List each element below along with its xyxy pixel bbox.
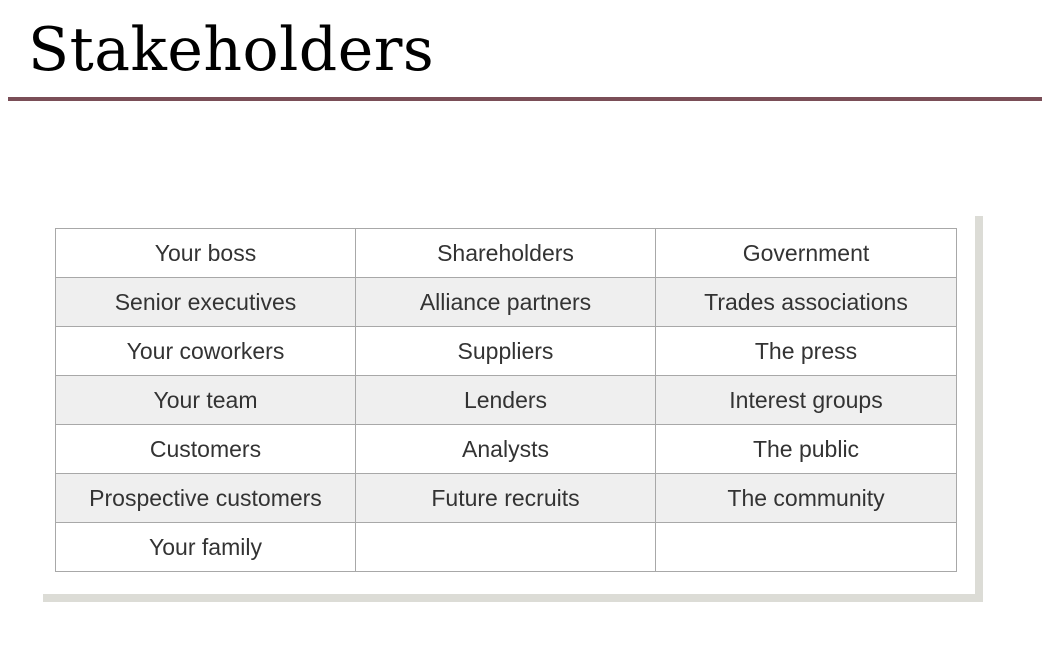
table-cell: Alliance partners bbox=[355, 277, 656, 327]
table-row: Senior executives Alliance partners Trad… bbox=[55, 277, 957, 327]
table-cell: Your boss bbox=[55, 228, 356, 278]
table-cell-empty bbox=[655, 522, 957, 572]
table-row: Your team Lenders Interest groups bbox=[55, 375, 957, 425]
table-shadow-right bbox=[975, 216, 983, 602]
table-row: Customers Analysts The public bbox=[55, 424, 957, 474]
table-cell: Suppliers bbox=[355, 326, 656, 376]
table-cell: Government bbox=[655, 228, 957, 278]
table-cell: Analysts bbox=[355, 424, 656, 474]
table-cell: Lenders bbox=[355, 375, 656, 425]
table-cell: Customers bbox=[55, 424, 356, 474]
table-cell: The public bbox=[655, 424, 957, 474]
table-cell: Senior executives bbox=[55, 277, 356, 327]
table-cell-empty bbox=[355, 522, 656, 572]
table-cell: Your family bbox=[55, 522, 356, 572]
table-cell: Future recruits bbox=[355, 473, 656, 523]
table-row: Your boss Shareholders Government bbox=[55, 228, 957, 278]
table-cell: Shareholders bbox=[355, 228, 656, 278]
table-row: Prospective customers Future recruits Th… bbox=[55, 473, 957, 523]
stakeholders-table: Your boss Shareholders Government Senior… bbox=[55, 228, 957, 572]
table-row: Your family bbox=[55, 522, 957, 572]
slide-title: Stakeholders bbox=[28, 15, 435, 85]
table-cell: Your coworkers bbox=[55, 326, 356, 376]
table-cell: Interest groups bbox=[655, 375, 957, 425]
table-cell: The community bbox=[655, 473, 957, 523]
table-row: Your coworkers Suppliers The press bbox=[55, 326, 957, 376]
table-shadow-bottom bbox=[43, 594, 983, 602]
table-cell: Trades associations bbox=[655, 277, 957, 327]
table-cell: Prospective customers bbox=[55, 473, 356, 523]
table-frame: Your boss Shareholders Government Senior… bbox=[43, 216, 983, 602]
table-cell: Your team bbox=[55, 375, 356, 425]
title-divider bbox=[8, 97, 1042, 101]
table-cell: The press bbox=[655, 326, 957, 376]
